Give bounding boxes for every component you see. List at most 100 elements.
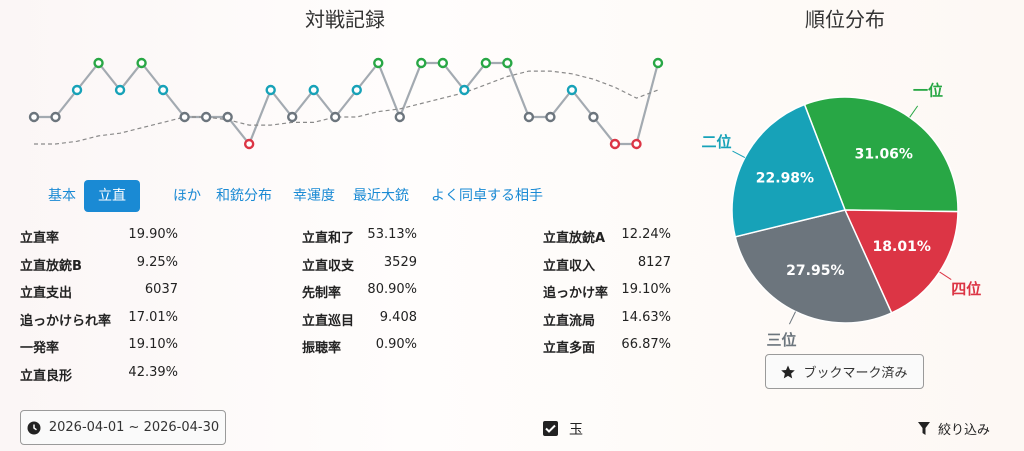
stat-value: 9.25% xyxy=(136,254,178,270)
tab[interactable]: 幸運度 xyxy=(293,188,335,204)
stat-label: 立直支出 xyxy=(20,286,73,302)
tab[interactable]: 立直 xyxy=(84,180,140,212)
rank-point xyxy=(609,138,621,150)
rank-point xyxy=(28,111,40,123)
rank-point xyxy=(351,84,362,96)
stat-label: 一発率 xyxy=(20,341,60,357)
stat-label: 先制率 xyxy=(302,286,342,302)
stat-label: 立直和了 xyxy=(302,231,355,246)
rank-point xyxy=(222,111,233,123)
rank-point xyxy=(200,111,212,123)
date-range: 2026-04-01 ~ 2026-04-30 xyxy=(48,420,220,435)
stat-label: 立直多面 xyxy=(543,341,596,357)
stat-label: 立直放銃A xyxy=(543,231,606,246)
rank-point xyxy=(652,57,664,69)
tab[interactable]: よく同卓する相手 xyxy=(431,188,543,204)
rank-point xyxy=(588,111,599,123)
stat-label: 立直収入 xyxy=(543,258,596,274)
line-chart-title: 対戦記録 xyxy=(305,8,385,32)
filter-label: 絞り込み xyxy=(938,423,991,438)
stat-value: 0.90% xyxy=(375,337,417,353)
pie-slice xyxy=(731,103,847,238)
rank-point xyxy=(157,84,169,96)
date-range-button[interactable]: 2026-04-01 ~ 2026-04-30 xyxy=(20,410,226,445)
rank-point xyxy=(502,57,513,69)
rank-point xyxy=(179,111,190,123)
stat-value: 17.01% xyxy=(128,309,178,325)
rank-point xyxy=(287,111,298,123)
checkbox[interactable] xyxy=(543,421,558,436)
rank-point xyxy=(265,84,276,96)
filter-button[interactable]: 絞り込み xyxy=(918,419,990,438)
star-icon xyxy=(781,365,796,378)
rank-point xyxy=(459,84,470,96)
stat-value: 12.24% xyxy=(621,227,671,242)
tab[interactable]: 最近大銃 xyxy=(353,188,409,204)
leader-line xyxy=(939,271,952,281)
stat-label: 振聴率 xyxy=(302,341,342,357)
rank-point xyxy=(566,84,578,96)
stat-label: 追っかけられ率 xyxy=(20,313,112,329)
slice-category-label: 二位 xyxy=(702,133,732,151)
rank-point xyxy=(545,111,556,123)
tab[interactable]: ほか xyxy=(173,188,201,204)
stat-label: 立直流局 xyxy=(543,313,596,329)
slice-category-label: 三位 xyxy=(767,331,797,349)
rank-point xyxy=(330,111,341,123)
stat-value: 19.10% xyxy=(128,337,178,353)
leader-line xyxy=(909,105,919,118)
stat-label: 立直収支 xyxy=(302,258,355,274)
rank-point xyxy=(631,138,642,150)
slice-value-label: 31.06% xyxy=(855,146,913,162)
stat-value: 66.87% xyxy=(621,337,671,353)
rank-point xyxy=(50,111,61,123)
stat-value: 80.90% xyxy=(367,282,417,298)
bookmark-label: ブックマーク済み xyxy=(803,366,908,381)
rank-point xyxy=(93,57,104,69)
rank-line xyxy=(34,60,660,147)
stat-value: 8127 xyxy=(637,254,671,270)
stat-value: 42.39% xyxy=(128,365,178,380)
check-icon xyxy=(545,424,556,433)
stat-label: 立直良形 xyxy=(20,369,73,384)
stat-value: 9.408 xyxy=(379,309,417,325)
rank-point xyxy=(71,84,83,96)
rank-point xyxy=(416,57,427,69)
rank-point xyxy=(136,57,147,69)
stat-value: 6037 xyxy=(144,282,178,298)
pie-slice xyxy=(803,96,959,213)
stat-value: 53.13% xyxy=(367,227,417,242)
checkbox-label: 玉 xyxy=(569,422,583,438)
slice-category-label: 一位 xyxy=(913,82,943,100)
pie-slice xyxy=(734,209,893,324)
stat-label: 立直率 xyxy=(20,231,60,246)
stat-label: 立直巡目 xyxy=(302,313,355,329)
slice-value-label: 18.01% xyxy=(873,239,931,255)
rank-point xyxy=(373,57,384,69)
slice-category-label: 四位 xyxy=(951,280,981,298)
slice-value-label: 22.98% xyxy=(756,171,814,187)
stat-label: 立直放銃B xyxy=(20,258,82,274)
leader-line xyxy=(788,311,796,325)
leader-line xyxy=(732,150,746,159)
stat-value: 19.10% xyxy=(621,282,671,298)
rank-point xyxy=(480,57,492,69)
tab[interactable]: 基本 xyxy=(48,188,76,204)
stat-value: 14.63% xyxy=(621,309,671,325)
stat-label: 追っかけ率 xyxy=(543,286,609,302)
pie-chart-title: 順位分布 xyxy=(805,8,885,32)
trend-line xyxy=(34,70,659,145)
rank-point xyxy=(243,138,255,150)
filter-icon xyxy=(918,422,930,435)
rank-point xyxy=(114,84,126,96)
stat-value: 3529 xyxy=(383,254,417,270)
tab[interactable]: 和銃分布 xyxy=(216,188,272,204)
clock-icon xyxy=(27,421,41,434)
slice-value-label: 27.95% xyxy=(786,263,844,279)
stat-value: 19.90% xyxy=(128,227,178,242)
pie-slice xyxy=(843,209,959,314)
bookmark-button[interactable]: ブックマーク済み xyxy=(765,354,924,389)
rank-point xyxy=(523,111,535,123)
